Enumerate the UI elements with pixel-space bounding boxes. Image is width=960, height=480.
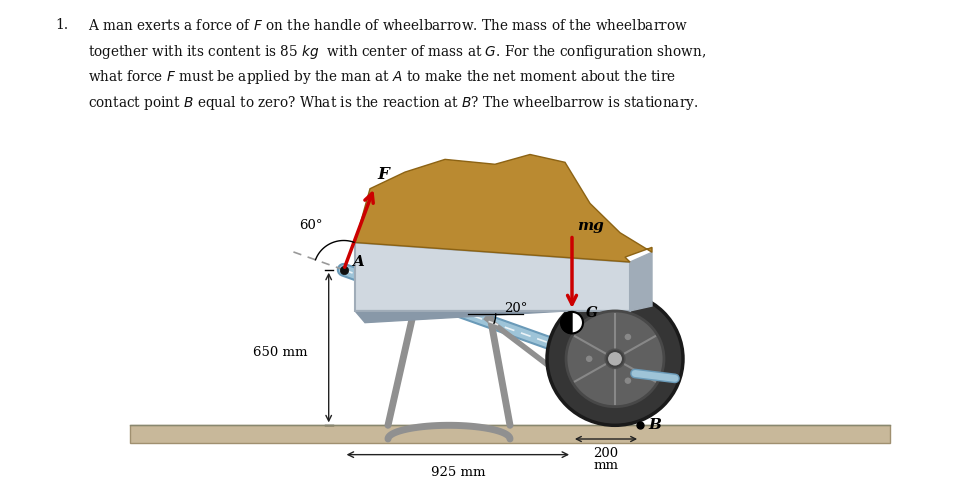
Text: 650 mm: 650 mm <box>253 346 308 359</box>
Wedge shape <box>561 312 572 334</box>
Text: 60°: 60° <box>300 219 323 232</box>
Text: 20°: 20° <box>504 302 527 315</box>
Text: F: F <box>377 166 389 183</box>
Text: mm: mm <box>593 458 618 471</box>
Circle shape <box>547 292 683 425</box>
Text: what force $F$ must be applied by the man at $A$ to make the net moment about th: what force $F$ must be applied by the ma… <box>88 69 676 86</box>
Text: 1.: 1. <box>55 18 68 32</box>
Polygon shape <box>355 155 652 262</box>
Circle shape <box>624 377 632 384</box>
Text: together with its content is 85 $kg$  with center of mass at $G$. For the config: together with its content is 85 $kg$ wit… <box>88 43 706 61</box>
Polygon shape <box>355 242 630 311</box>
Text: A man exerts a force of $F$ on the handle of wheelbarrow. The mass of the wheelb: A man exerts a force of $F$ on the handl… <box>88 18 687 33</box>
Text: 925 mm: 925 mm <box>431 467 485 480</box>
Text: contact point $B$ equal to zero? What is the reaction at $B$? The wheelbarrow is: contact point $B$ equal to zero? What is… <box>88 94 698 112</box>
Circle shape <box>586 355 593 363</box>
Text: B: B <box>648 418 660 432</box>
Circle shape <box>607 351 623 367</box>
Circle shape <box>566 311 664 407</box>
Text: A: A <box>351 255 364 269</box>
Circle shape <box>624 333 632 341</box>
Circle shape <box>606 349 625 368</box>
Bar <box>130 425 890 443</box>
Text: 200: 200 <box>593 447 618 460</box>
Polygon shape <box>355 306 652 323</box>
Text: G: G <box>586 306 598 320</box>
Circle shape <box>561 312 583 334</box>
Text: mg: mg <box>577 219 604 233</box>
Polygon shape <box>630 252 652 311</box>
